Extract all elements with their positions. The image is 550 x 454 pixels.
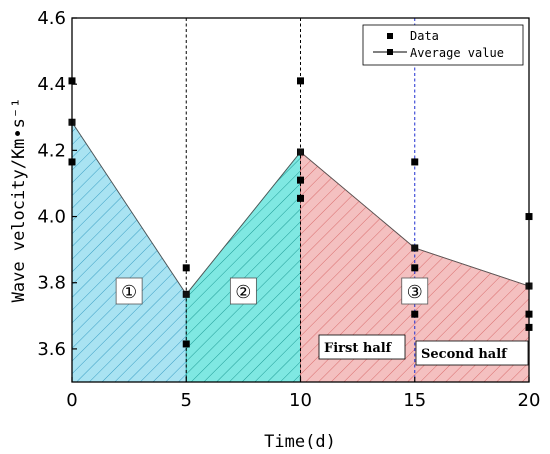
x-axis-title: Time(d) bbox=[264, 432, 336, 452]
data-point bbox=[182, 264, 190, 272]
second-half-label: Second half bbox=[421, 347, 508, 362]
data-point bbox=[297, 77, 304, 85]
y-tick-label: 4.0 bbox=[37, 207, 66, 228]
y-tick-label: 4.2 bbox=[37, 140, 66, 161]
legend-label-average: Average value bbox=[410, 46, 504, 60]
average-point bbox=[411, 244, 418, 251]
region-label-box bbox=[229, 277, 257, 305]
x-tick-label: 0 bbox=[66, 390, 77, 411]
legend-box bbox=[362, 24, 524, 66]
region-label-box bbox=[115, 277, 143, 305]
data-point bbox=[411, 310, 419, 318]
first-half-box bbox=[318, 334, 406, 360]
data-point bbox=[297, 194, 304, 202]
region-label-3: ③ bbox=[407, 282, 423, 303]
region-label-box bbox=[401, 277, 429, 305]
legend-marker-data bbox=[387, 33, 393, 39]
shaded-region-1 bbox=[72, 121, 187, 382]
x-tick-label: 10 bbox=[289, 390, 312, 411]
data-point bbox=[411, 264, 419, 272]
second-half-box bbox=[415, 340, 529, 366]
average-point bbox=[183, 291, 190, 298]
region-label-1: ① bbox=[121, 282, 137, 303]
y-tick-label: 4.6 bbox=[37, 8, 66, 29]
average-point bbox=[297, 149, 304, 156]
data-point bbox=[411, 158, 419, 166]
x-tick-label: 15 bbox=[403, 390, 426, 411]
first-half-label: First half bbox=[324, 341, 393, 356]
y-tick-label: 3.8 bbox=[37, 273, 66, 294]
x-tick-label: 5 bbox=[181, 390, 192, 411]
data-point bbox=[297, 176, 304, 184]
legend: Data Average value bbox=[362, 24, 524, 66]
y-tick-label: 4.4 bbox=[37, 74, 66, 95]
data-point bbox=[182, 340, 190, 348]
annotations: First half Second half bbox=[318, 334, 529, 366]
shaded-region-2 bbox=[185, 150, 301, 382]
region-label-2: ② bbox=[235, 282, 251, 303]
ticks-layer: 0 5 10 15 20 3.6 3.8 4.0 4.2 4.4 4.6 bbox=[37, 8, 540, 411]
y-tick-label: 3.6 bbox=[37, 339, 66, 360]
legend-marker-average bbox=[387, 49, 393, 55]
x-tick-label: 20 bbox=[518, 390, 541, 411]
region-labels: ① ② ③ bbox=[115, 277, 429, 305]
legend-label-data: Data bbox=[410, 29, 439, 43]
y-axis-title: Wave velocity/Km•s⁻¹ bbox=[9, 98, 29, 303]
